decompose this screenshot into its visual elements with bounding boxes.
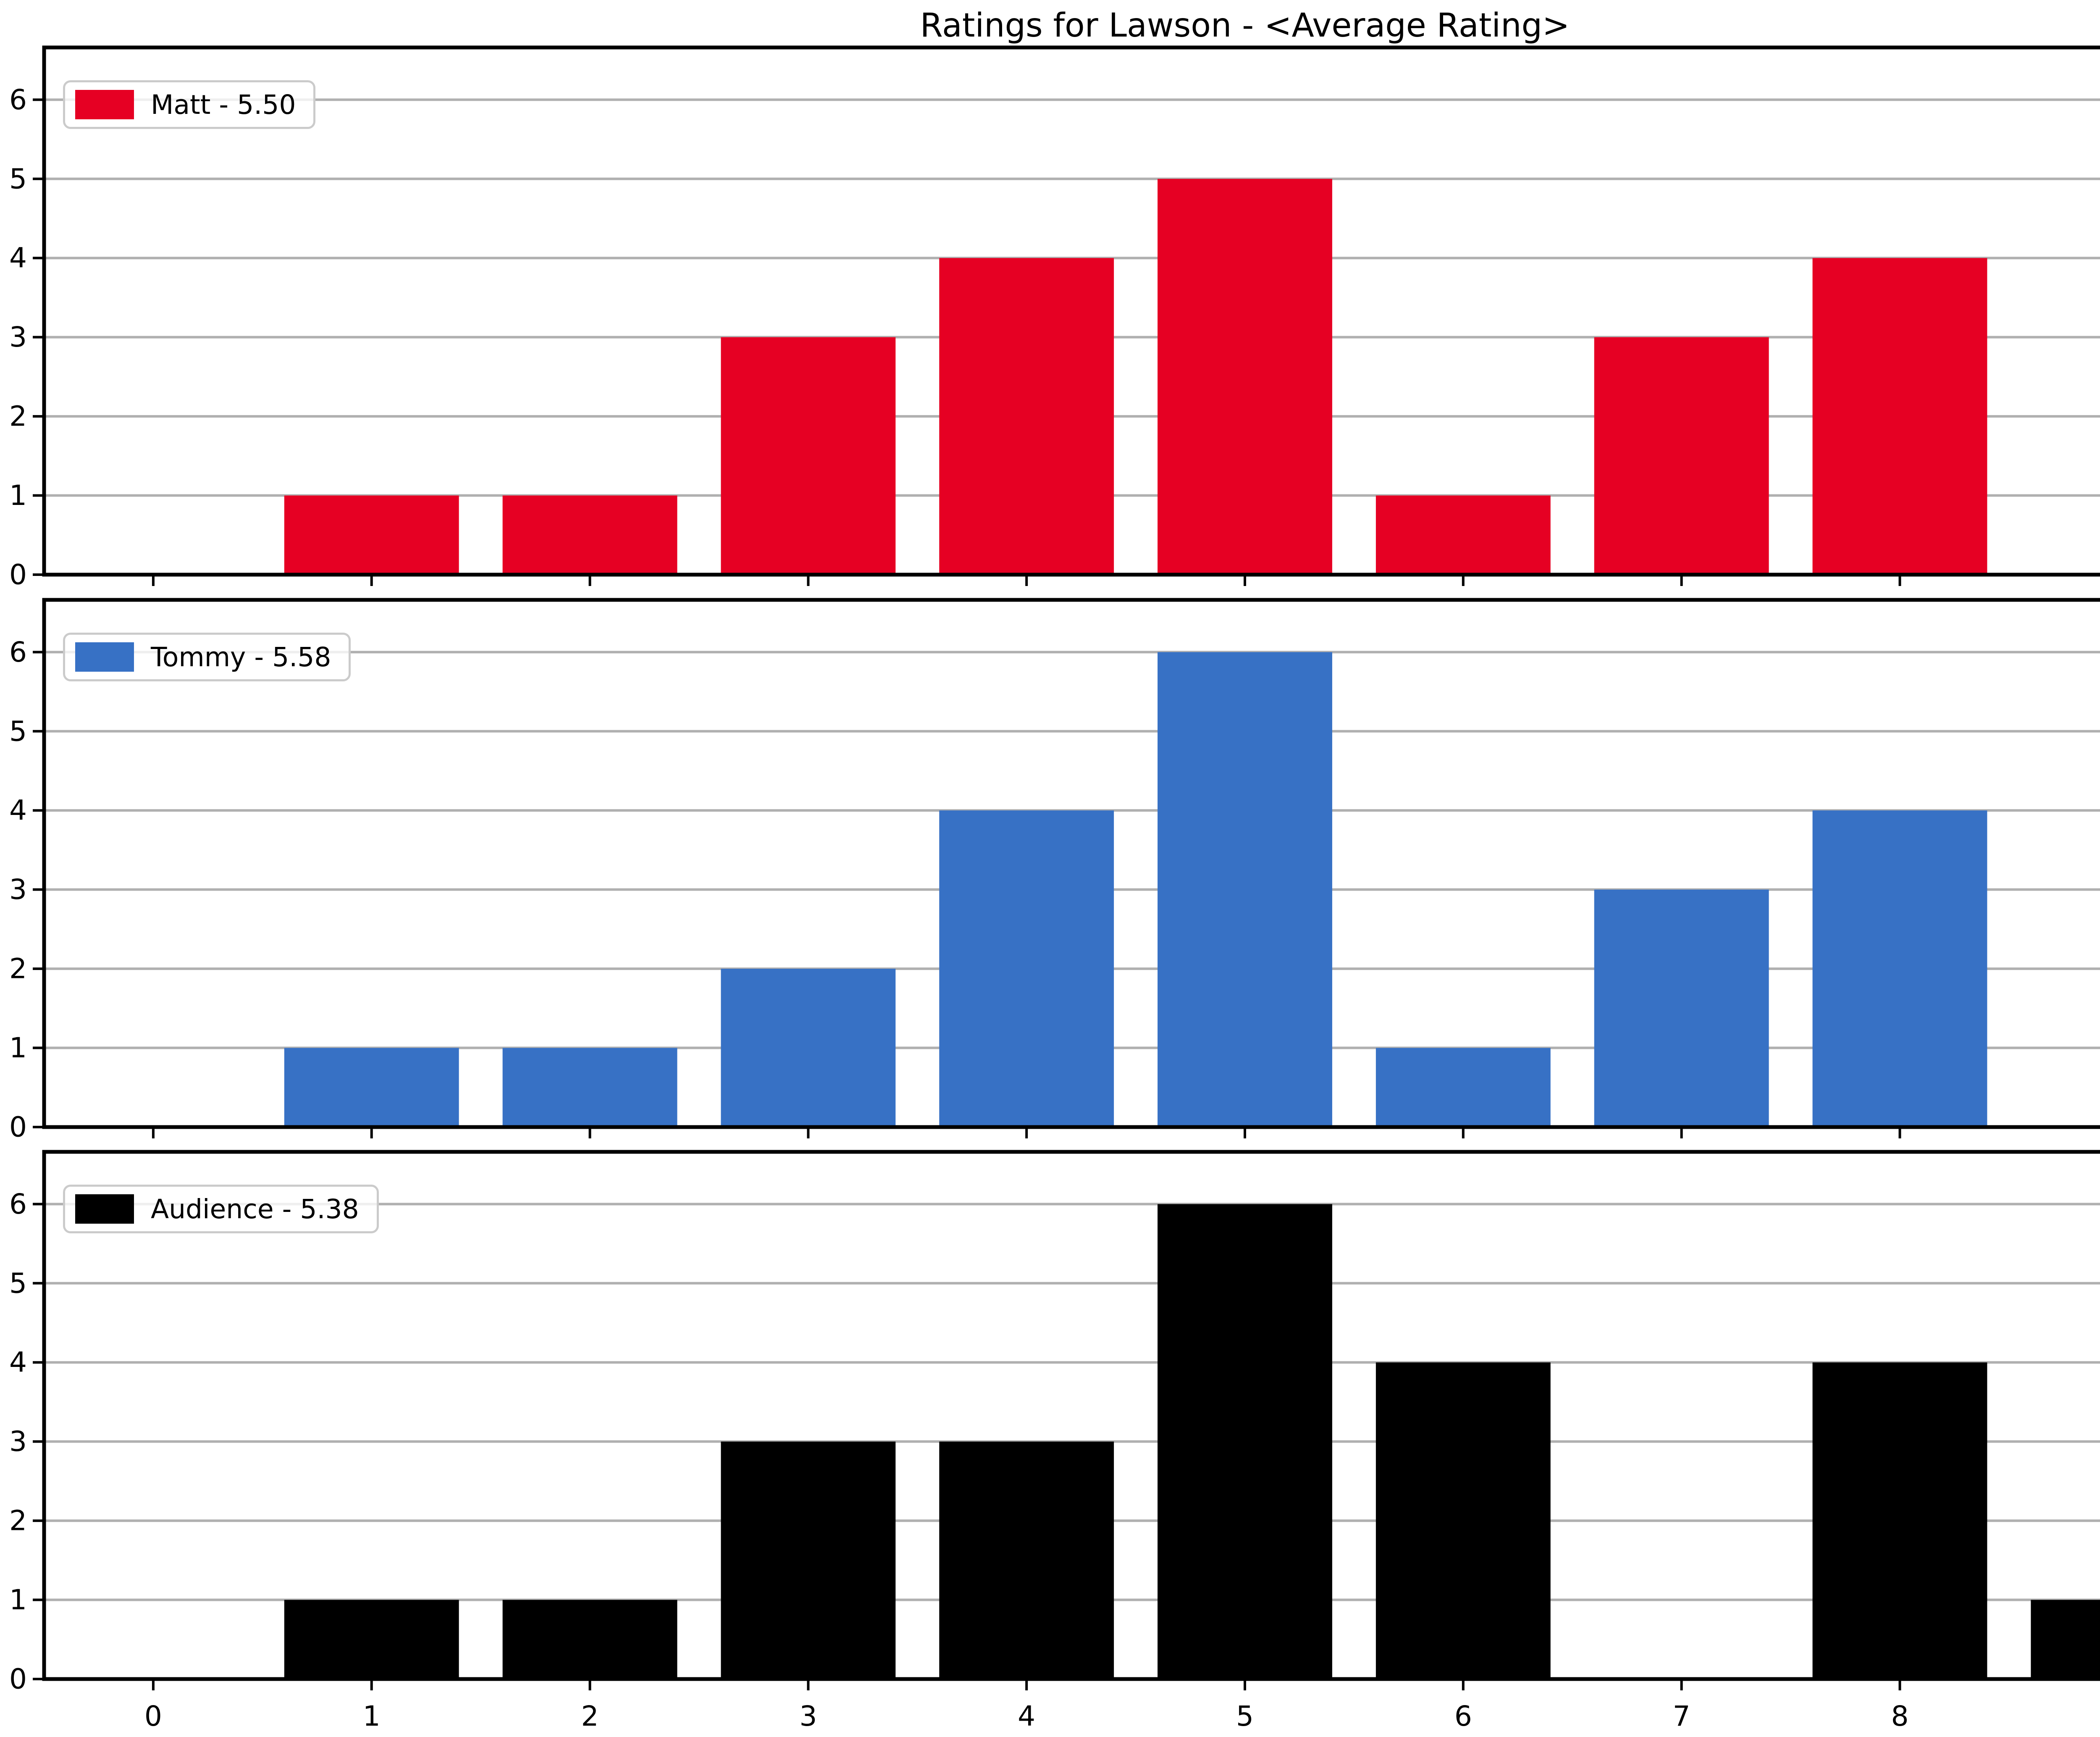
matt-bar-4 [939, 258, 1114, 575]
matt-ytick-label-6: 6 [9, 84, 27, 116]
xtick-label-4: 4 [1018, 1700, 1035, 1732]
audience-legend-swatch [75, 1194, 134, 1224]
tommy-bar-4 [939, 810, 1114, 1127]
tommy-legend-swatch [75, 642, 134, 672]
matt-bar-6 [1376, 495, 1551, 575]
matt-legend-label: Matt - 5.50 [151, 89, 296, 120]
xtick-label-5: 5 [1236, 1700, 1254, 1732]
legend-audience: Audience - 5.38 [63, 1185, 379, 1233]
matt-ytick-label-2: 2 [9, 400, 27, 433]
xtick-label-6: 6 [1454, 1700, 1472, 1732]
tommy-ytick-label-4: 4 [9, 794, 27, 827]
legend-matt: Matt - 5.50 [63, 80, 316, 129]
tommy-ytick-label-5: 5 [9, 715, 27, 747]
xtick-label-7: 7 [1673, 1700, 1690, 1732]
xtick-label-3: 3 [799, 1700, 817, 1732]
matt-ytick-label-5: 5 [9, 163, 27, 195]
tommy-bar-1 [284, 1048, 459, 1127]
tommy-subplot: 0 1 2 3 4 5 6 [9, 598, 2100, 1143]
matt-bar-5 [1158, 179, 1332, 575]
matt-bar-8 [1812, 258, 1987, 575]
tommy-ytick-label-3: 3 [9, 873, 27, 906]
audience-ytick-label-4: 4 [9, 1346, 27, 1379]
tommy-bar-3 [721, 969, 896, 1127]
matt-bar-1 [284, 495, 459, 575]
xtick-label-8: 8 [1891, 1700, 1908, 1732]
audience-bar-4 [939, 1441, 1114, 1679]
audience-bar-8 [1812, 1362, 1987, 1679]
audience-legend-label: Audience - 5.38 [151, 1193, 359, 1225]
tommy-bar-7 [1594, 889, 1769, 1127]
figure-title: Ratings for Lawson - <Average Rating> [920, 7, 1570, 45]
tommy-bar-5 [1158, 652, 1332, 1127]
audience-ytick-label-0: 0 [9, 1663, 27, 1695]
xtick-label-1: 1 [363, 1700, 381, 1732]
tommy-ytick-label-0: 0 [9, 1111, 27, 1143]
audience-bar-2 [502, 1600, 677, 1679]
audience-bar-3 [721, 1441, 896, 1679]
audience-ytick-label-1: 1 [9, 1584, 27, 1616]
audience-ytick-label-3: 3 [9, 1425, 27, 1458]
tommy-ytick-label-6: 6 [9, 636, 27, 668]
matt-bar-3 [721, 337, 896, 575]
matt-ytick-label-0: 0 [9, 559, 27, 591]
audience-bar-9 [2031, 1600, 2100, 1679]
audience-ytick-label-6: 6 [9, 1188, 27, 1220]
matt-legend-swatch [75, 90, 134, 119]
xtick-label-2: 2 [581, 1700, 599, 1732]
matt-ytick-label-4: 4 [9, 242, 27, 274]
tommy-bar-8 [1812, 810, 1987, 1127]
audience-bar-1 [284, 1600, 459, 1679]
matt-subplot: 0 1 2 3 4 5 6 [9, 45, 2100, 591]
tommy-ytick-label-1: 1 [9, 1032, 27, 1064]
matt-bar-7 [1594, 337, 1769, 575]
audience-ytick-label-5: 5 [9, 1267, 27, 1299]
tommy-legend-label: Tommy - 5.58 [151, 641, 331, 673]
audience-subplot: 0123456012345678910 [9, 1150, 2100, 1732]
tommy-bar-6 [1376, 1048, 1551, 1127]
matt-ytick-label-1: 1 [9, 479, 27, 512]
xtick-label-0: 0 [144, 1700, 162, 1732]
matt-bar-2 [502, 495, 677, 575]
tommy-ytick-label-2: 2 [9, 953, 27, 985]
tommy-bar-2 [502, 1048, 677, 1127]
matt-ytick-label-3: 3 [9, 321, 27, 353]
legend-tommy: Tommy - 5.58 [63, 633, 351, 681]
audience-bar-5 [1158, 1204, 1332, 1679]
audience-ytick-label-2: 2 [9, 1505, 27, 1537]
audience-bar-6 [1376, 1362, 1551, 1679]
